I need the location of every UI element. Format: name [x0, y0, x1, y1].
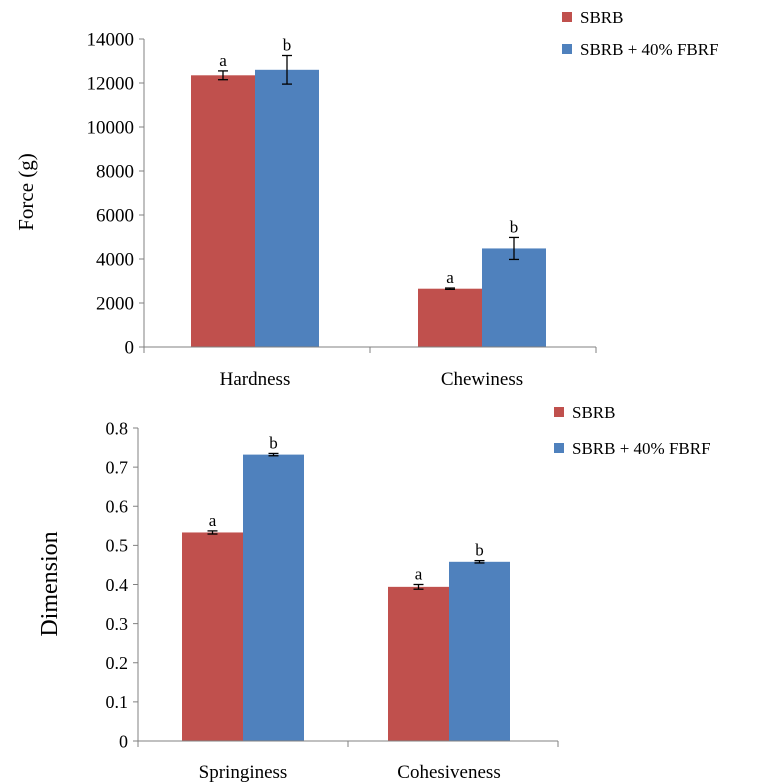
bar [388, 586, 449, 741]
y-axis-label: Force (g) [14, 153, 38, 231]
y-tick-label: 6000 [96, 206, 134, 227]
significance-letter: b [269, 433, 278, 452]
legend-swatch-sbrb [562, 12, 572, 22]
y-tick-label: 8000 [96, 162, 134, 183]
y-tick-label: 0.2 [106, 653, 129, 673]
dimension-chart: Dimension 0 0.1 0.2 0.3 0.4 0.5 0.6 0.7 0.8 a b a b… [37, 403, 711, 782]
bars: a b a b [191, 36, 546, 348]
axes [143, 39, 597, 353]
category-labels: Springiness Cohesiveness [199, 762, 501, 782]
legend-label-sbrb: SBRB [580, 8, 623, 27]
y-ticks: 0 0.1 0.2 0.3 0.4 0.5 0.6 0.7 0.8 [106, 418, 138, 751]
significance-letter: a [209, 511, 217, 530]
category-label: Hardness [220, 369, 291, 390]
y-tick-label: 0.3 [106, 614, 129, 634]
bar [255, 69, 319, 348]
bar [449, 561, 510, 741]
legend: SBRB SBRB + 40% FBRF [562, 8, 719, 59]
legend-swatch-fbrf [554, 443, 564, 453]
y-tick-label: 4000 [96, 250, 134, 271]
bar [482, 248, 546, 347]
y-tick-label: 0.8 [106, 418, 129, 438]
bars: a b a b [182, 433, 510, 741]
force-chart: Force (g) 0 2000 4000 6000 8000 10000 12000 140… [14, 8, 719, 390]
axes [137, 428, 559, 747]
bar [182, 532, 243, 741]
y-tick-label: 0.6 [106, 497, 129, 517]
legend-label-fbrf: SBRB + 40% FBRF [572, 439, 711, 458]
y-tick-label: 12000 [87, 74, 135, 95]
y-tick-label: 0.4 [106, 575, 129, 595]
legend-label-sbrb: SBRB [572, 403, 615, 422]
legend-label-fbrf: SBRB + 40% FBRF [580, 40, 719, 59]
significance-letter: a [415, 565, 423, 584]
category-label: Springiness [199, 762, 288, 782]
significance-letter: b [510, 217, 519, 236]
significance-letter: b [283, 36, 292, 55]
significance-letter: a [219, 51, 227, 70]
bar [191, 75, 255, 348]
legend-swatch-sbrb [554, 407, 564, 417]
legend: SBRB SBRB + 40% FBRF [554, 403, 711, 458]
y-tick-label: 14000 [87, 30, 135, 51]
y-tick-label: 0 [125, 338, 135, 359]
category-label: Cohesiveness [397, 762, 500, 782]
y-axis-label: Dimension [37, 531, 63, 636]
y-tick-label: 0 [119, 731, 128, 751]
significance-letter: b [475, 541, 484, 560]
category-label: Chewiness [441, 369, 523, 390]
bar [418, 288, 482, 347]
y-tick-label: 0.5 [106, 536, 129, 556]
category-labels: Hardness Chewiness [220, 369, 524, 390]
legend-swatch-fbrf [562, 44, 572, 54]
bar [243, 454, 304, 741]
y-tick-label: 2000 [96, 294, 134, 315]
y-tick-label: 10000 [87, 118, 135, 139]
significance-letter: a [446, 268, 454, 287]
y-tick-label: 0.7 [106, 457, 129, 477]
y-tick-label: 0.1 [106, 692, 129, 712]
y-ticks: 0 2000 4000 6000 8000 10000 12000 14000 [87, 30, 144, 359]
